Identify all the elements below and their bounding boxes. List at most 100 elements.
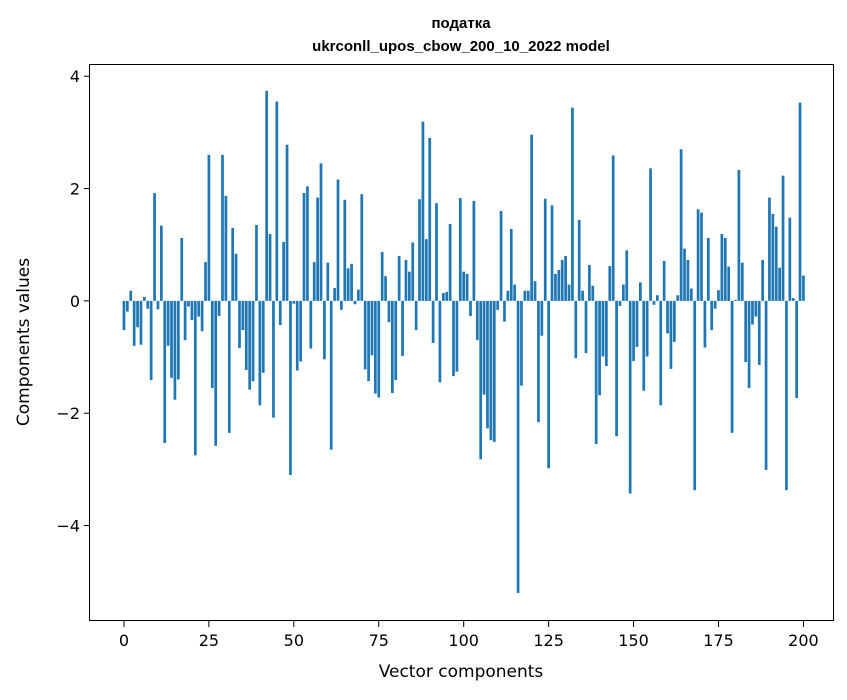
bar	[143, 296, 146, 301]
x-axis-ticks: 0 25 50 75 100 125 150 175 200	[119, 621, 819, 650]
bar	[645, 300, 649, 357]
bar	[407, 271, 411, 301]
bar	[625, 250, 629, 301]
plot-frame	[89, 64, 834, 621]
bar	[747, 300, 751, 388]
bar	[258, 300, 262, 406]
bar	[391, 300, 394, 393]
bar	[210, 300, 214, 388]
bar	[268, 234, 272, 301]
bar	[319, 163, 323, 301]
bar	[520, 300, 523, 386]
bar	[458, 198, 462, 301]
bar	[357, 289, 360, 301]
bar	[469, 300, 472, 317]
bar	[713, 300, 717, 309]
bar	[611, 155, 615, 301]
bar	[193, 300, 197, 456]
y-tick-label: 4	[70, 67, 80, 86]
bar	[764, 300, 768, 470]
bar	[122, 300, 126, 331]
bar	[482, 300, 486, 395]
bar	[492, 300, 496, 442]
bar	[435, 203, 438, 301]
bar	[761, 259, 765, 301]
bar	[251, 300, 255, 382]
bar	[153, 193, 156, 301]
bar	[717, 290, 720, 301]
bar	[605, 300, 608, 367]
bar	[340, 300, 343, 310]
bar	[781, 175, 785, 301]
bar	[706, 237, 710, 301]
bar	[639, 282, 642, 301]
bar	[282, 241, 285, 301]
bar	[669, 300, 673, 369]
bar	[503, 300, 506, 322]
bar	[632, 300, 635, 361]
bar	[700, 212, 703, 301]
bar	[734, 299, 737, 301]
bar	[655, 295, 659, 301]
bar	[380, 252, 384, 301]
bar	[275, 101, 279, 301]
bar	[791, 298, 795, 301]
bar	[622, 284, 625, 301]
x-tick-label: 175	[703, 631, 734, 650]
bar	[129, 290, 133, 301]
bar	[333, 287, 336, 301]
bar	[652, 300, 656, 305]
bar	[146, 300, 150, 309]
bar	[489, 300, 493, 441]
bar	[564, 255, 567, 301]
bar	[740, 262, 744, 301]
bar	[295, 300, 299, 371]
bar	[693, 300, 697, 491]
bar	[261, 300, 265, 373]
bar	[326, 262, 330, 301]
bar	[537, 300, 540, 423]
bar	[312, 262, 316, 301]
y-tick-label: −2	[56, 404, 80, 423]
bar	[730, 300, 734, 433]
bar	[190, 300, 194, 320]
bar	[200, 300, 204, 332]
bar	[798, 102, 802, 301]
bar	[316, 197, 319, 301]
y-tick-label: 0	[70, 292, 80, 311]
bar	[173, 300, 177, 400]
bar	[272, 300, 275, 418]
bars-group	[122, 90, 805, 593]
bar	[241, 300, 245, 331]
bar	[676, 295, 680, 301]
bar	[720, 234, 724, 301]
bar	[132, 300, 136, 346]
bar	[506, 290, 510, 301]
bar	[513, 284, 517, 301]
bar	[727, 266, 731, 301]
bar	[662, 261, 666, 301]
bar	[723, 237, 727, 301]
bar	[336, 179, 340, 301]
bar	[591, 285, 595, 301]
bar	[486, 300, 489, 429]
bar	[754, 300, 758, 317]
x-tick-label: 25	[199, 631, 219, 650]
bar	[418, 199, 421, 301]
bar	[516, 300, 520, 593]
bar	[394, 300, 398, 381]
bar	[346, 268, 350, 301]
bar	[802, 275, 805, 301]
bar	[159, 225, 163, 301]
bar	[176, 300, 180, 380]
bar	[533, 281, 537, 301]
bar	[231, 227, 235, 301]
bar	[608, 266, 612, 301]
bar	[227, 300, 231, 433]
bar	[441, 293, 445, 301]
x-tick-label: 125	[533, 631, 564, 650]
x-tick-label: 150	[618, 631, 649, 650]
bar	[686, 259, 690, 301]
y-axis-label: Components values	[14, 258, 34, 426]
